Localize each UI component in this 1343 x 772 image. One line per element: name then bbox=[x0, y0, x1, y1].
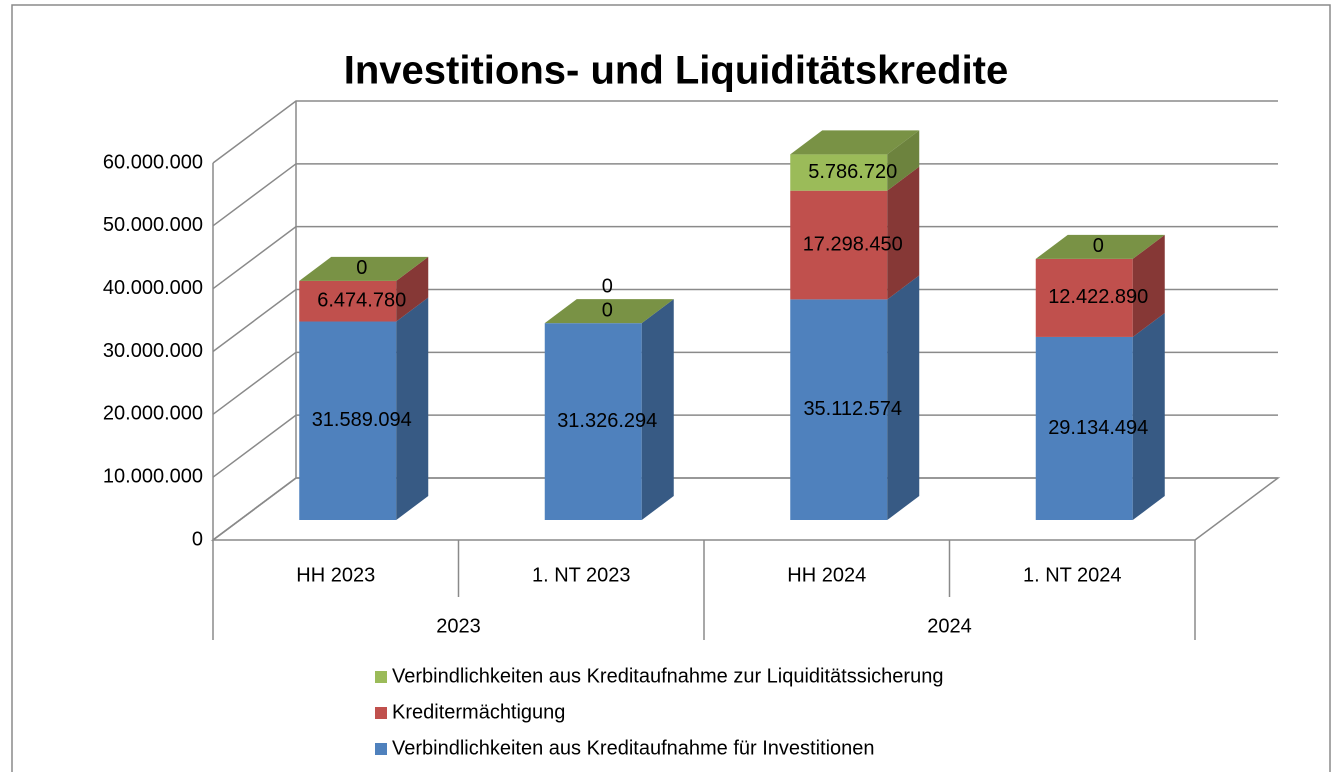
data-label: 0 bbox=[1093, 235, 1104, 257]
chart-border bbox=[11, 4, 1331, 772]
grid-line bbox=[212, 288, 1278, 353]
bar-segment bbox=[299, 280, 397, 322]
bar-side bbox=[1132, 234, 1165, 337]
data-label: 0 bbox=[602, 275, 613, 297]
grid-line bbox=[212, 163, 1278, 227]
grid-line bbox=[212, 351, 1278, 415]
bar-segment bbox=[790, 154, 888, 191]
x-tick-label: 1. NT 2024 bbox=[1023, 564, 1122, 586]
bar-top bbox=[544, 299, 674, 324]
bar-side bbox=[1132, 312, 1165, 520]
bar-segment bbox=[790, 299, 888, 520]
bar-segment bbox=[790, 190, 888, 300]
data-label: 0 bbox=[602, 299, 613, 321]
y-tick-label: 30.000.000 bbox=[103, 340, 203, 362]
legend-swatch bbox=[375, 671, 387, 683]
data-label: 29.134.494 bbox=[1048, 417, 1148, 439]
x-tick-label: 1. NT 2023 bbox=[532, 564, 631, 586]
data-label: 31.326.294 bbox=[557, 410, 657, 432]
bar-side bbox=[887, 166, 920, 300]
legend-swatch bbox=[375, 743, 387, 755]
bar-top bbox=[299, 256, 429, 281]
bar-segment bbox=[544, 323, 642, 520]
grid-line bbox=[212, 414, 1278, 478]
x-tick-label: HH 2023 bbox=[296, 564, 375, 586]
x-tick-label: HH 2024 bbox=[787, 564, 866, 586]
y-tick-label: 40.000.000 bbox=[103, 277, 203, 299]
grid-line bbox=[212, 100, 1278, 164]
bar-segment bbox=[1035, 258, 1133, 337]
data-label: 31.589.094 bbox=[312, 409, 412, 431]
bar-side bbox=[641, 299, 674, 520]
legend-label: Verbindlichkeiten aus Kreditaufnahme für… bbox=[392, 737, 875, 759]
bar-side bbox=[396, 297, 429, 520]
group-label: 2024 bbox=[927, 615, 972, 637]
y-tick-label: 20.000.000 bbox=[103, 403, 203, 425]
bar-top bbox=[1035, 234, 1165, 259]
group-label: 2023 bbox=[436, 615, 481, 637]
y-tick-label: 60.000.000 bbox=[103, 151, 203, 173]
legend-label: Verbindlichkeiten aus Kreditaufnahme zur… bbox=[392, 665, 943, 687]
y-tick-label: 50.000.000 bbox=[103, 214, 203, 236]
bar-side bbox=[396, 256, 429, 322]
legend-swatch bbox=[375, 707, 387, 719]
bar-top bbox=[790, 130, 920, 155]
data-label: 6.474.780 bbox=[317, 289, 406, 311]
chart-title: Investitions- und Liquiditätskredite bbox=[344, 49, 1009, 93]
data-label: 0 bbox=[356, 257, 367, 279]
grid-line bbox=[212, 477, 1278, 541]
data-label: 17.298.450 bbox=[803, 233, 903, 255]
data-label: 35.112.574 bbox=[803, 398, 902, 420]
bar-side bbox=[887, 275, 920, 520]
legend-label: Kreditermächtigung bbox=[392, 701, 565, 723]
data-label: 12.422.890 bbox=[1048, 286, 1148, 308]
bar-side bbox=[887, 130, 920, 191]
bar-segment bbox=[1035, 336, 1133, 520]
grid-line bbox=[212, 225, 1278, 290]
y-tick-label: 10.000.000 bbox=[103, 465, 203, 487]
data-label: 5.786.720 bbox=[808, 161, 897, 183]
bar-segment bbox=[299, 321, 397, 520]
y-tick-label: 0 bbox=[192, 528, 203, 550]
